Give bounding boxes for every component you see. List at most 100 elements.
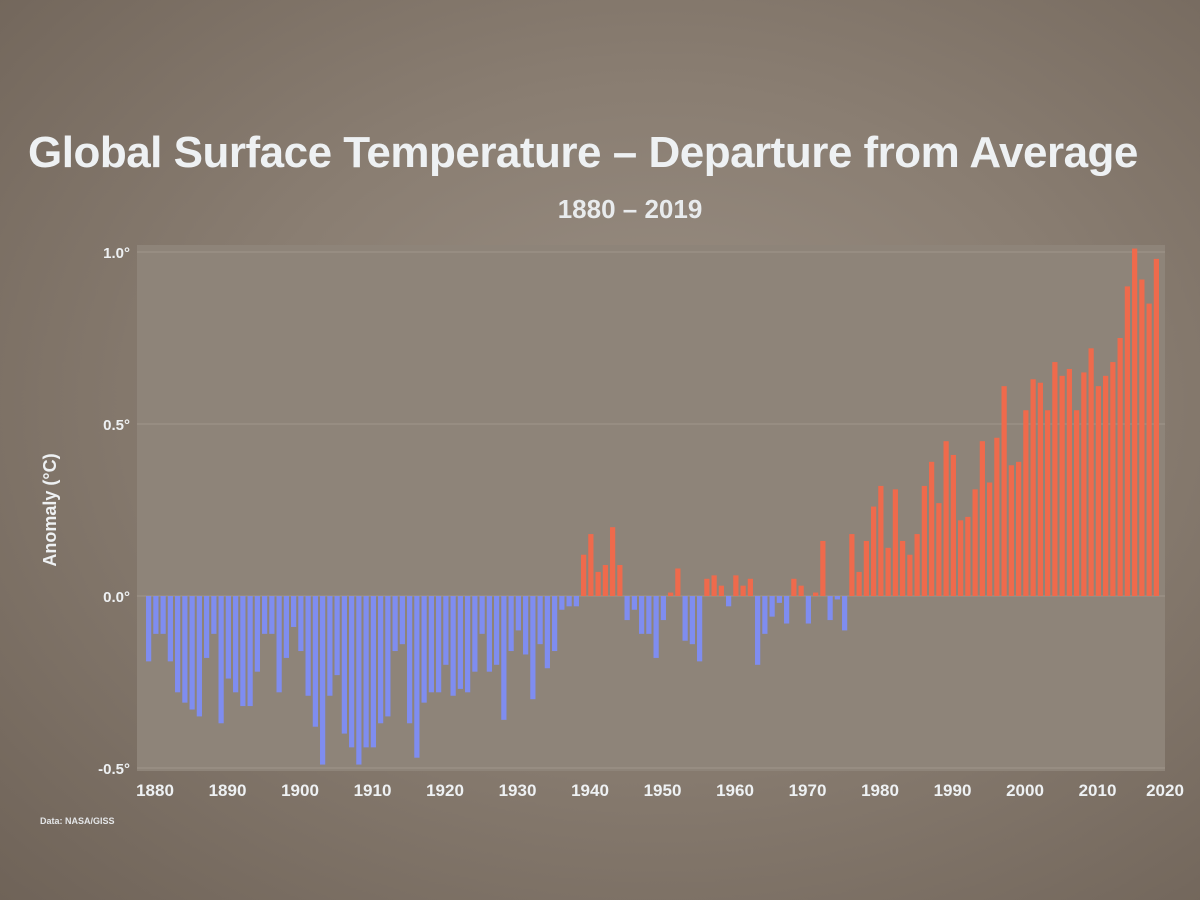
- bar-1965: [762, 596, 768, 634]
- x-tick-label: 1900: [281, 781, 319, 800]
- bar-1974: [827, 596, 833, 621]
- bar-1901: [298, 596, 304, 652]
- bar-2015: [1124, 286, 1130, 596]
- bar-1898: [276, 596, 282, 693]
- x-tick-label: 1990: [934, 781, 972, 800]
- bar-1954: [682, 596, 688, 641]
- bar-2010: [1088, 348, 1094, 596]
- x-tick-label: 1970: [789, 781, 827, 800]
- bar-1981: [878, 485, 884, 596]
- bar-1902: [305, 596, 311, 696]
- bar-1886: [189, 596, 195, 710]
- bar-1944: [610, 527, 616, 596]
- bar-1966: [769, 596, 775, 617]
- bar-1916: [407, 596, 413, 724]
- bar-1963: [747, 578, 753, 596]
- bar-1961: [733, 575, 739, 596]
- bar-1926: [479, 596, 485, 634]
- x-tick-label: 1890: [209, 781, 247, 800]
- x-tick-label: 1910: [354, 781, 392, 800]
- bar-1967: [776, 596, 782, 603]
- bar-1951: [660, 596, 666, 621]
- bar-1999: [1008, 465, 1014, 596]
- bar-1976: [842, 596, 848, 631]
- bar-1985: [907, 554, 913, 596]
- bar-1962: [740, 585, 746, 596]
- bar-1982: [885, 547, 891, 596]
- bar-2009: [1081, 372, 1087, 596]
- bar-1900: [291, 596, 297, 627]
- bar-1928: [494, 596, 500, 665]
- bar-1957: [704, 578, 710, 596]
- x-tick-label: 2010: [1079, 781, 1117, 800]
- bar-1992: [958, 520, 964, 596]
- bar-1915: [399, 596, 405, 645]
- bar-1936: [552, 596, 558, 652]
- bar-1935: [544, 596, 550, 669]
- bar-2000: [1016, 461, 1022, 596]
- bar-2017: [1139, 279, 1145, 596]
- x-tick-label: 1950: [644, 781, 682, 800]
- bar-1943: [602, 565, 608, 596]
- x-tick-labels: 1880 1890 1900 1910 1920 1930 1940 1950 1960 1970…: [136, 781, 1184, 800]
- bar-1882: [160, 596, 166, 634]
- y-tick-labels: 1.0° 0.5° 0.0° -0.5°: [98, 245, 130, 778]
- bar-1953: [675, 568, 681, 596]
- bar-1904: [320, 596, 326, 765]
- bar-1885: [182, 596, 188, 703]
- bar-2014: [1117, 338, 1123, 596]
- bar-1906: [334, 596, 340, 676]
- bar-1993: [965, 516, 971, 596]
- bar-1958: [711, 575, 717, 596]
- bar-1940: [581, 554, 587, 596]
- bar-1924: [465, 596, 471, 693]
- bar-1955: [689, 596, 695, 645]
- bar-1925: [472, 596, 478, 672]
- bar-1922: [450, 596, 456, 696]
- bar-1917: [414, 596, 420, 758]
- bar-1891: [225, 596, 231, 679]
- bar-1979: [863, 540, 869, 596]
- x-tick-label: 2000: [1006, 781, 1044, 800]
- bar-1945: [617, 565, 623, 596]
- bar-1895: [254, 596, 260, 672]
- bar-1991: [950, 454, 956, 596]
- bar-1964: [755, 596, 761, 665]
- bar-2001: [1023, 410, 1029, 596]
- bar-1881: [153, 596, 159, 634]
- bar-1950: [653, 596, 659, 658]
- data-source-note: Data: NASA/GISS: [40, 816, 115, 826]
- bar-1975: [834, 596, 840, 600]
- bar-1899: [283, 596, 289, 658]
- bar-1990: [943, 441, 949, 596]
- bar-1897: [269, 596, 275, 634]
- bar-2006: [1059, 375, 1065, 596]
- bar-1887: [196, 596, 202, 717]
- bar-1949: [646, 596, 652, 634]
- bar-1903: [312, 596, 318, 727]
- bar-1932: [523, 596, 529, 655]
- bar-1977: [849, 534, 855, 596]
- bar-2008: [1074, 410, 1080, 596]
- x-tick-label: 1920: [426, 781, 464, 800]
- bar-1889: [211, 596, 217, 634]
- y-tick-label: 0.5°: [103, 417, 130, 434]
- y-tick-label: -0.5°: [98, 761, 130, 778]
- y-tick-label: 0.0°: [103, 589, 130, 606]
- bar-1971: [805, 596, 811, 624]
- bar-1984: [900, 540, 906, 596]
- bar-1880: [146, 596, 152, 662]
- bar-1946: [624, 596, 630, 621]
- bar-1996: [987, 482, 993, 596]
- x-tick-label: 1980: [861, 781, 899, 800]
- x-tick-label: 1880: [136, 781, 174, 800]
- bar-1912: [378, 596, 384, 724]
- bar-1947: [631, 596, 637, 610]
- bars: [146, 248, 1159, 765]
- bar-1914: [392, 596, 398, 652]
- bar-1907: [341, 596, 347, 734]
- bar-1884: [175, 596, 181, 693]
- chart-subtitle: 1880 – 2019: [557, 194, 703, 224]
- bar-1910: [363, 596, 369, 748]
- bar-2007: [1066, 368, 1072, 596]
